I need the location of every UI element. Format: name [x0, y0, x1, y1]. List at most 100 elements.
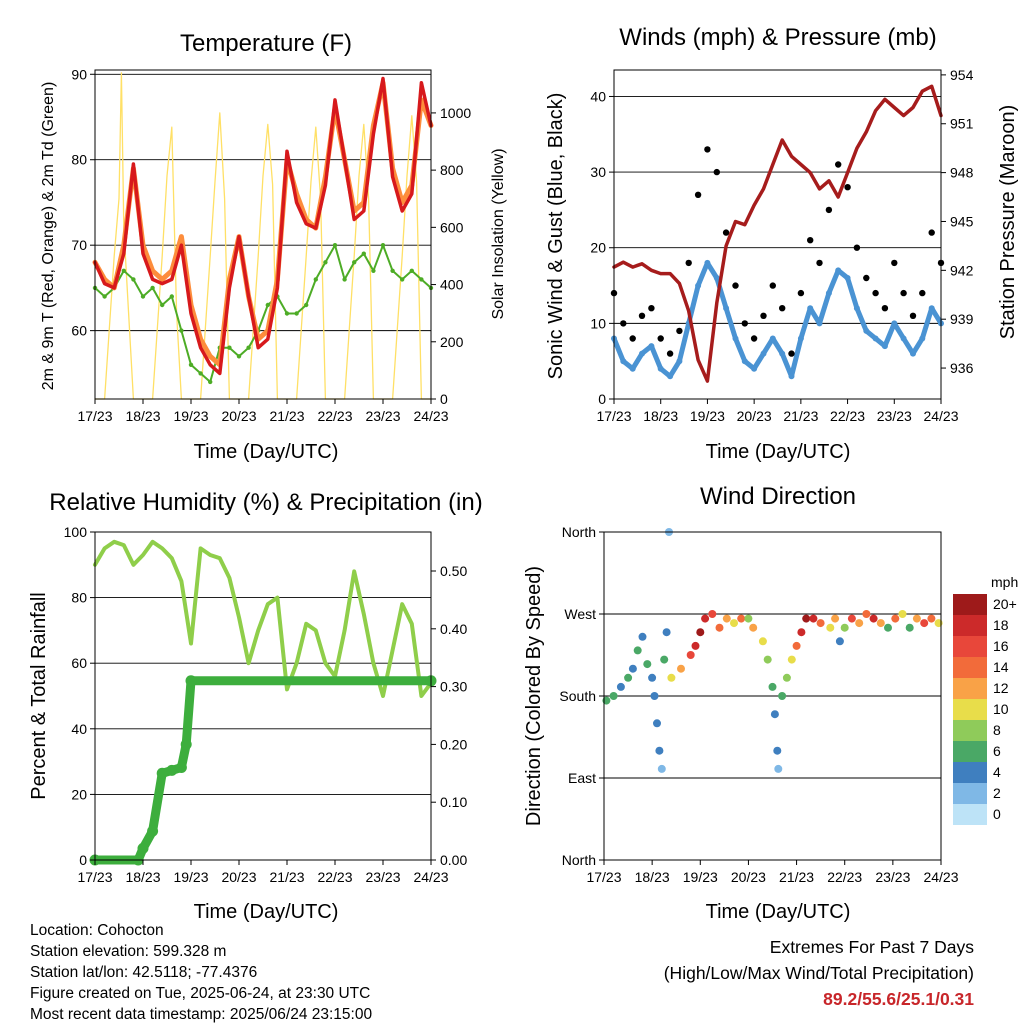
- winds-point-wind: [872, 335, 879, 342]
- direction-point: [826, 623, 835, 632]
- legend-label: 14: [993, 659, 1009, 675]
- temperature-point-td: [140, 294, 146, 299]
- temperature-ytick-label: 90: [71, 66, 87, 82]
- winds-point-wind: [797, 335, 804, 342]
- winds-ytick-label: 40: [590, 88, 606, 104]
- winds-xtick-label: 22/23: [830, 408, 865, 424]
- winds-point-wind: [891, 320, 898, 327]
- winds-point-wind: [760, 350, 767, 357]
- temperature-point-td: [131, 277, 136, 282]
- temperature-ylabel: 2m & 9m T (Red, Orange) & 2m Td (Green): [40, 82, 57, 391]
- direction-point: [768, 682, 777, 691]
- recent-timestamp: Most recent data timestamp: 2025/06/24 2…: [30, 1006, 373, 1023]
- direction-ytick-label: North: [562, 524, 596, 540]
- winds-point-wind: [816, 320, 823, 327]
- winds-point-gust: [648, 305, 655, 312]
- direction-xtick-label: 19/23: [683, 869, 718, 885]
- temperature-point-td: [246, 345, 251, 350]
- winds-point-wind: [779, 350, 786, 357]
- humidity-ytick-label: 40: [71, 721, 87, 737]
- direction-point: [667, 673, 676, 682]
- winds-point-wind: [853, 305, 860, 312]
- winds-point-wind: [648, 343, 655, 350]
- direction-point: [660, 655, 669, 664]
- winds-point-gust: [760, 312, 767, 319]
- humidity-ylabel: Percent & Total Rainfall: [28, 592, 50, 800]
- direction-xtick-label: 23/23: [875, 869, 910, 885]
- legend-swatch: [953, 762, 987, 783]
- temperature-series-t9m: [92, 80, 434, 368]
- direction-xtick-label: 24/23: [923, 869, 958, 885]
- winds-point-gust: [666, 350, 674, 357]
- winds-point-wind: [788, 373, 795, 380]
- humidity-plot-frame: [94, 531, 432, 861]
- humidity-ytick-right-label: 0.40: [440, 621, 467, 637]
- temperature-point-td: [236, 354, 242, 359]
- legend-swatch: [953, 615, 987, 636]
- humidity-ytick-right-label: 0.20: [440, 736, 467, 752]
- winds-ylabel: Sonic Wind & Gust (Blue, Black): [545, 93, 567, 380]
- winds-ytick-right-label: 951: [950, 116, 974, 132]
- temperature-xtick-label: 20/23: [221, 408, 256, 424]
- temperature-xtick-label: 21/23: [269, 408, 304, 424]
- winds-title: Winds (mph) & Pressure (mb): [619, 24, 936, 51]
- temperature-ytick-right-label: 0: [440, 391, 448, 407]
- humidity-point-precip: [175, 762, 187, 773]
- humidity-xlabel: Time (Day/UTC): [194, 901, 339, 923]
- winds-xtick-label: 18/23: [643, 408, 678, 424]
- temperature-point-td: [332, 243, 338, 248]
- direction-point: [816, 619, 825, 628]
- winds-xtick-label: 23/23: [877, 408, 912, 424]
- temperature-ytick-right-label: 1000: [440, 105, 471, 121]
- winds-point-gust: [629, 335, 636, 342]
- direction-point: [758, 637, 767, 646]
- station-elevation: Station elevation: 599.328 m: [30, 943, 227, 960]
- humidity-xtick-label: 22/23: [317, 869, 352, 885]
- humidity-panel: Relative Humidity (%) & Precipitation (i…: [28, 489, 483, 923]
- temperature-point-td: [294, 311, 299, 316]
- direction-point: [920, 619, 929, 628]
- direction-point: [787, 655, 796, 664]
- winds-ytick-right-label: 939: [950, 311, 974, 327]
- extremes-subheading: (High/Low/Max Wind/Total Precipitation): [663, 963, 974, 983]
- temperature-panel: Temperature (F) 17/23 18/23 19/23 20/23 21/2…: [40, 30, 507, 463]
- winds-point-gust: [797, 289, 805, 297]
- legend-swatch: [953, 594, 987, 615]
- direction-point: [847, 614, 856, 623]
- humidity-ytick-label: 60: [71, 655, 87, 671]
- humidity-point-precip: [185, 675, 197, 687]
- temperature-ylabel-right: Solar Insolation (Yellow): [490, 148, 507, 319]
- winds-panel: Winds (mph) & Pressure (mb) 17/23 18/23 19…: [545, 24, 1019, 463]
- temperature-point-td: [188, 362, 194, 367]
- humidity-ytick-right-label: 0.30: [440, 679, 467, 695]
- winds-point-gust: [779, 305, 786, 312]
- direction-point: [905, 623, 914, 632]
- humidity-ytick-right-label: 0.10: [440, 794, 467, 810]
- winds-point-wind: [844, 275, 851, 281]
- direction-point: [655, 746, 664, 755]
- winds-plot-frame: [613, 69, 942, 400]
- direction-point: [912, 614, 921, 623]
- temperature-ytick-right-label: 800: [440, 162, 464, 178]
- temperature-xtick-label: 17/23: [77, 408, 112, 424]
- humidity-point-precip: [137, 842, 149, 854]
- humidity-series-precip: [90, 676, 436, 865]
- legend-label: 12: [993, 680, 1009, 696]
- winds-xtick-label: 19/23: [690, 408, 725, 424]
- temperature-point-td: [313, 277, 318, 282]
- winds-point-gust: [807, 237, 814, 244]
- direction-xtick-label: 17/23: [586, 869, 621, 885]
- direction-point: [831, 614, 840, 623]
- winds-series-pressure: [612, 84, 943, 383]
- humidity-ytick-label: 80: [71, 590, 87, 606]
- winds-point-wind: [910, 350, 916, 357]
- direction-point: [657, 764, 666, 773]
- temperature-point-td: [265, 302, 270, 308]
- temperature-point-td: [208, 379, 213, 385]
- winds-point-gust: [853, 244, 861, 251]
- winds-point-wind: [835, 267, 842, 274]
- direction-point: [869, 614, 878, 623]
- winds-ytick-right-label: 942: [950, 262, 974, 278]
- legend-label: 2: [993, 785, 1001, 801]
